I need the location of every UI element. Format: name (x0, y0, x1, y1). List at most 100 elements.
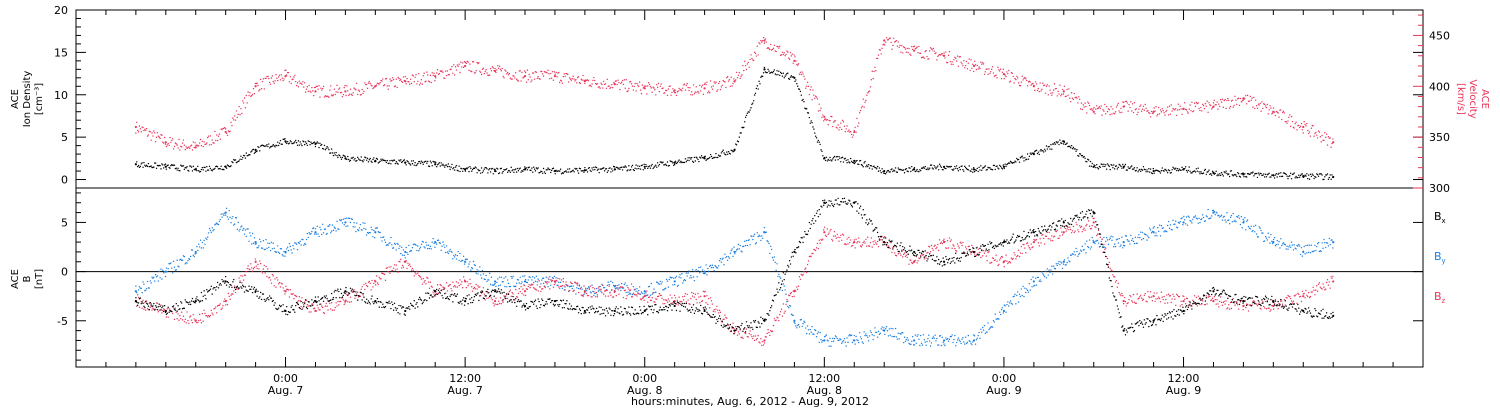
bz-dot (617, 289, 619, 291)
density-dot (796, 82, 798, 85)
density-dot (577, 172, 580, 174)
by-dot (1000, 308, 1003, 311)
density-dot (1163, 170, 1165, 172)
by-dot (1072, 253, 1075, 255)
velocity-dot (1287, 120, 1289, 122)
velocity-dot (1220, 101, 1223, 103)
density-dot (950, 165, 952, 168)
bz-dot (484, 299, 486, 301)
density-dot (582, 169, 584, 172)
density-dot (623, 166, 626, 168)
velocity-dot (1226, 99, 1228, 102)
by-dot (1292, 249, 1295, 251)
density-dot (1205, 173, 1207, 176)
velocity-dot (761, 41, 763, 43)
bz-dot (538, 280, 540, 282)
density-dot (265, 145, 267, 147)
density-dot (286, 142, 288, 145)
density-dot (686, 159, 688, 162)
density-dot (1223, 171, 1225, 173)
date-tick-label: Aug. 8 (627, 384, 662, 397)
density-dot (902, 169, 905, 171)
density-dot (584, 166, 586, 169)
by-dot (1130, 234, 1132, 236)
bz-dot (366, 285, 369, 288)
density-dot (1014, 160, 1016, 162)
velocity-dot (968, 58, 970, 60)
velocity-dot (1101, 114, 1103, 116)
density-dot (565, 170, 567, 172)
bz-dot (650, 299, 653, 302)
velocity-dot (524, 71, 527, 74)
density-dot (999, 164, 1001, 167)
velocity-dot (381, 80, 383, 82)
density-dot (1304, 174, 1306, 176)
by-dot (1140, 231, 1142, 233)
velocity-dot (815, 96, 818, 98)
by-dot (455, 258, 458, 260)
velocity-dot (1215, 104, 1217, 106)
density-dot (1207, 171, 1209, 173)
by-dot (277, 245, 279, 247)
by-dot (743, 245, 745, 247)
density-dot (973, 166, 975, 169)
bz-dot (281, 283, 283, 285)
by-dot (498, 276, 501, 278)
density-dot (189, 165, 192, 167)
by-dot (797, 323, 800, 326)
density-dot (259, 150, 261, 152)
velocity-dot (1157, 113, 1159, 116)
density-dot (1161, 167, 1163, 169)
density-dot (590, 170, 592, 173)
by-dot (341, 222, 344, 224)
velocity-dot (687, 86, 689, 89)
by-dot (225, 207, 228, 210)
by-dot (1233, 220, 1235, 223)
velocity-dot (1177, 103, 1180, 105)
velocity-dot (296, 82, 299, 84)
density-dot (655, 164, 657, 166)
velocity-dot (879, 49, 882, 51)
by-point (314, 231, 317, 234)
density-dot (1251, 172, 1253, 174)
density-dot (405, 164, 407, 166)
by-dot (863, 331, 865, 333)
velocity-dot (330, 85, 332, 87)
bz-point (1182, 300, 1185, 303)
bz-dot (424, 280, 426, 282)
by-dot (429, 245, 432, 248)
density-dot (832, 158, 834, 160)
by-dot (236, 228, 239, 231)
by-dot (1242, 218, 1244, 221)
by-dot (510, 275, 512, 278)
velocity-dot (1157, 106, 1160, 109)
density-dot (494, 168, 496, 171)
density-dot (1112, 167, 1114, 169)
bz-dot (654, 301, 656, 303)
density-dot (541, 172, 544, 174)
density-dot (1270, 176, 1272, 178)
density-dot (365, 159, 368, 161)
density-dot (313, 141, 316, 143)
by-dot (690, 275, 692, 277)
density-dot (334, 154, 336, 156)
by-point (404, 250, 407, 254)
density-dot (339, 156, 342, 158)
density-dot (455, 164, 458, 167)
density-dot (692, 161, 695, 164)
velocity-dot (1142, 105, 1145, 107)
velocity-dot (287, 71, 290, 74)
by-dot (1113, 243, 1116, 245)
velocity-dot (233, 115, 236, 117)
velocity-dot (1134, 108, 1137, 111)
by-dot (305, 238, 308, 241)
by-dot (1108, 238, 1110, 241)
by-dot (414, 243, 416, 246)
by-dot (187, 259, 189, 262)
velocity-dot (1332, 138, 1334, 140)
velocity-dot (1053, 83, 1056, 85)
by-dot (1049, 271, 1051, 273)
density-dot (704, 155, 706, 158)
bz-dot (414, 272, 416, 274)
density-dot (1121, 167, 1123, 169)
